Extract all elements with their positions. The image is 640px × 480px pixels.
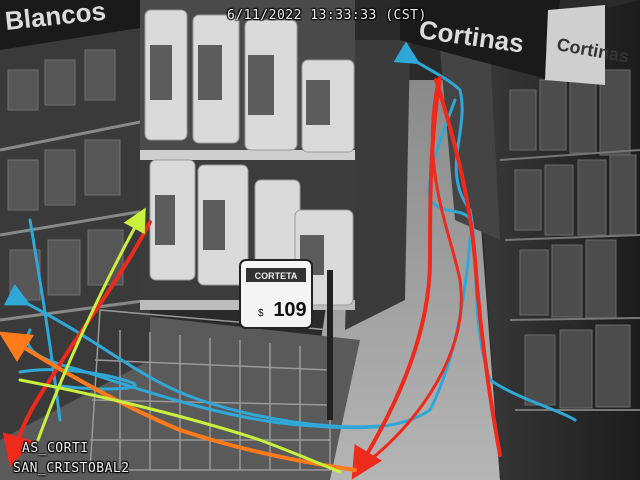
far-left-shelf: [345, 40, 410, 330]
left-shelf-products: [7, 49, 124, 301]
right-shelf-rails: [499, 149, 640, 411]
trajectory-yellow-1: [36, 207, 146, 442]
price-tag-currency: $: [258, 308, 264, 319]
sign-cortinas-right: Cortinas: [545, 5, 631, 85]
sign-blancos: Blancos: [0, 0, 140, 50]
camera-timestamp: 6/11/2022 13:33:33 (CST): [227, 8, 427, 23]
price-tag-value: 109: [273, 299, 306, 321]
bottle-labels: [150, 45, 330, 275]
camera-name-line1: AS_CORTI: [22, 441, 89, 456]
far-right-shelf: [440, 50, 500, 240]
trajectory-red-2: [434, 78, 502, 457]
price-tag-brand: CORTETA: [255, 271, 298, 281]
right-shelf-products: [509, 69, 637, 409]
trajectory-yellow-2: [18, 378, 342, 474]
trajectory-red-3: [368, 80, 463, 462]
trajectory-overlays: [0, 41, 577, 480]
trajectory-orange-1: [0, 331, 357, 472]
sign-cortinas-center: Cortinas: [400, 0, 560, 80]
trajectory-blue-4: [3, 283, 382, 429]
camera-name-line2: SAN_CRISTOBAL2: [13, 461, 130, 476]
center-shelf-edge: [140, 150, 355, 162]
left-shelving: [0, 10, 150, 440]
price-tag: CORTETA $ 109: [239, 259, 313, 329]
